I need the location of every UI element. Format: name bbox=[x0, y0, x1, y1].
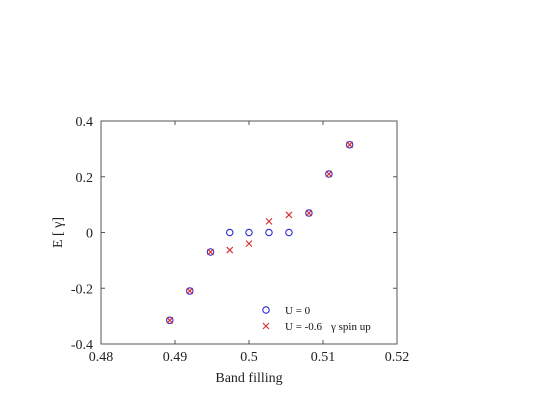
y-tick-label: 0.2 bbox=[76, 171, 94, 186]
circle-point bbox=[305, 209, 313, 217]
x-tick-label: 0.48 bbox=[89, 350, 114, 365]
x-point bbox=[207, 248, 214, 256]
circle-point bbox=[166, 316, 174, 325]
y-tick-label: 0 bbox=[86, 227, 93, 242]
circle-point bbox=[265, 228, 273, 237]
series-1 bbox=[166, 141, 354, 324]
legend-label: U = 0 bbox=[285, 305, 311, 317]
circle-point bbox=[345, 140, 354, 149]
legend-label: U = -0.6 bbox=[285, 321, 323, 333]
x-point bbox=[226, 246, 234, 254]
circle-point bbox=[325, 170, 333, 178]
circle-point bbox=[285, 228, 293, 237]
x-point bbox=[245, 240, 253, 248]
circle-point bbox=[245, 228, 253, 237]
x-point bbox=[305, 209, 313, 217]
y-tick-label: -0.4 bbox=[71, 338, 93, 353]
x-tick-label: 0.49 bbox=[163, 350, 188, 365]
x-point bbox=[166, 316, 174, 324]
legend-marker bbox=[262, 322, 270, 330]
x-point bbox=[325, 170, 333, 178]
x-axis-label: Band filling bbox=[215, 371, 282, 386]
axis-ticks: 0.48 0.49 0.5 0.51 0.52 -0.4 -0.2 0 0.2 0.4 bbox=[71, 115, 409, 365]
x-point bbox=[186, 287, 194, 295]
circle-point bbox=[206, 248, 215, 256]
series-0 bbox=[166, 140, 354, 325]
x-point bbox=[265, 217, 273, 225]
x-point bbox=[346, 141, 354, 149]
x-point bbox=[285, 211, 293, 219]
circle-point bbox=[186, 287, 194, 295]
y-tick-label: -0.2 bbox=[71, 282, 93, 297]
y-tick-label: 0.4 bbox=[76, 115, 94, 130]
circle-point bbox=[226, 228, 234, 237]
plot-area bbox=[100, 120, 398, 345]
legend: U = 0 U = -0.6 γ spin up bbox=[262, 305, 371, 333]
x-tick-label: 0.51 bbox=[311, 350, 336, 365]
x-tick-label: 0.52 bbox=[385, 350, 410, 365]
y-axis-label: E [ γ] bbox=[51, 217, 66, 248]
annotation-text: γ spin up bbox=[330, 321, 371, 333]
legend-marker bbox=[262, 306, 270, 314]
x-tick-label: 0.5 bbox=[240, 350, 258, 365]
data-marks bbox=[166, 140, 354, 325]
